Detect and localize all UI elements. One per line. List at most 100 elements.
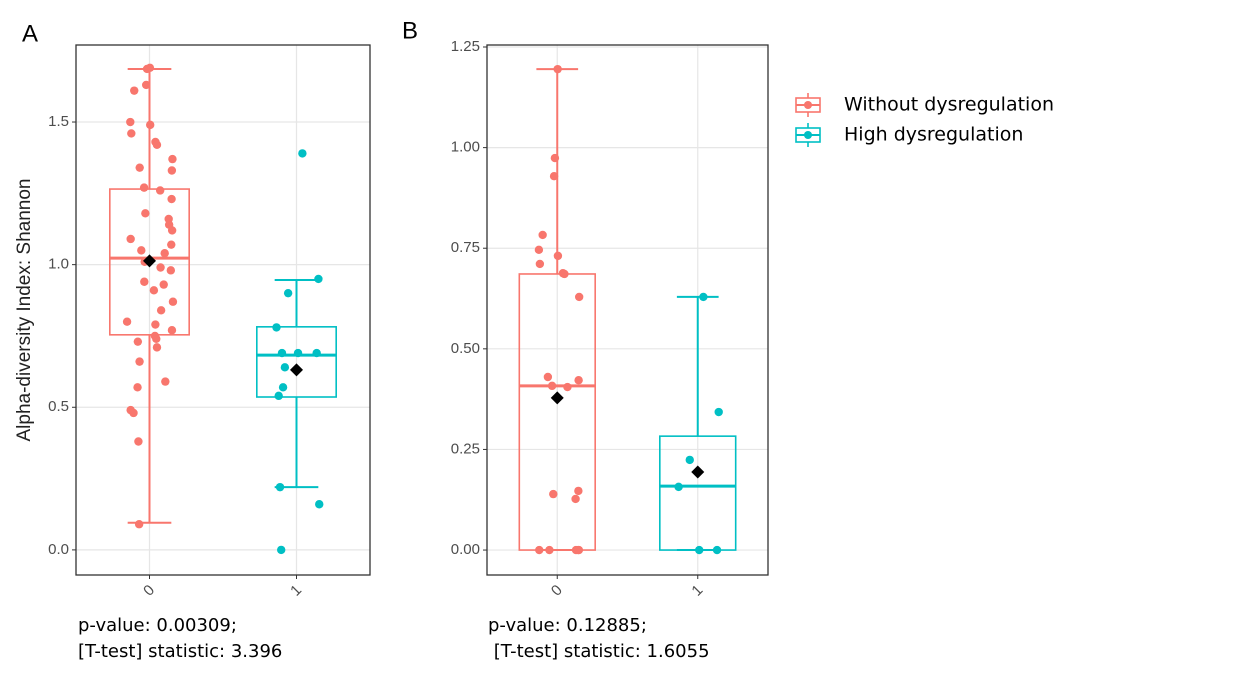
point <box>130 86 139 95</box>
point <box>298 149 307 158</box>
point <box>126 234 135 244</box>
y-tick-label: 1.0 <box>48 256 69 273</box>
point <box>167 226 177 235</box>
point <box>547 381 557 391</box>
point <box>274 391 283 401</box>
point <box>161 377 170 386</box>
point <box>145 120 155 130</box>
point <box>129 408 138 418</box>
point <box>538 230 547 240</box>
point <box>535 259 545 269</box>
y-tick-label: 0.25 <box>451 440 480 457</box>
point <box>167 166 177 175</box>
point <box>141 80 151 90</box>
point <box>293 348 303 358</box>
point <box>141 209 150 218</box>
x-tick-label: 0 <box>140 582 158 600</box>
point <box>280 363 290 372</box>
annotation: [T-test] statistic: 3.396 <box>78 641 282 662</box>
point <box>571 494 580 504</box>
point <box>574 486 583 496</box>
point <box>549 489 558 499</box>
point <box>155 186 165 195</box>
point <box>151 320 160 329</box>
point <box>314 274 323 284</box>
point <box>553 251 563 261</box>
plot-border <box>486 44 769 576</box>
point <box>543 372 553 382</box>
legend-label: High dysregulation <box>844 124 1023 146</box>
point <box>315 500 324 509</box>
x-tick-label: 1 <box>688 582 706 600</box>
mean-marker <box>691 465 705 479</box>
point <box>133 383 142 392</box>
point <box>714 407 723 417</box>
point <box>573 545 583 555</box>
point <box>277 348 287 358</box>
point <box>685 455 694 465</box>
point <box>272 323 281 332</box>
point <box>534 245 544 255</box>
mean-marker <box>550 391 564 405</box>
point <box>135 163 144 172</box>
mean-marker <box>290 363 303 377</box>
point <box>149 286 159 295</box>
point <box>699 292 708 302</box>
point <box>137 246 146 255</box>
point <box>152 140 162 150</box>
point <box>695 545 704 555</box>
point <box>156 306 166 315</box>
point <box>133 337 143 346</box>
annotation: p-value: 0.00309; <box>78 615 237 636</box>
plot-border <box>75 44 371 576</box>
y-tick-label: 0.0 <box>48 541 69 558</box>
point <box>563 382 572 392</box>
plot-background <box>76 45 370 575</box>
y-tick-label: 0.00 <box>451 541 480 558</box>
point <box>549 171 559 181</box>
point <box>156 263 165 272</box>
box <box>518 273 596 551</box>
legend-label: Without dysregulation <box>844 94 1054 116</box>
plot-background <box>487 45 768 575</box>
point <box>142 64 152 74</box>
box <box>256 326 337 398</box>
point <box>553 64 562 74</box>
panel-label: A <box>22 20 38 47</box>
legend-key-point <box>804 131 812 139</box>
panel-label: B <box>402 17 418 44</box>
point <box>134 437 143 446</box>
point <box>122 317 132 326</box>
point <box>160 249 169 258</box>
point <box>152 343 162 352</box>
annotation: [T-test] statistic: 1.6055 <box>488 641 710 662</box>
point <box>312 348 321 358</box>
point <box>574 376 583 385</box>
point <box>168 154 177 164</box>
point <box>560 269 569 279</box>
y-tick-label: 1.5 <box>48 113 69 130</box>
y-tick-label: 0.75 <box>451 239 480 256</box>
y-tick-label: 1.00 <box>451 139 480 156</box>
point <box>167 240 176 249</box>
point <box>134 520 144 529</box>
point <box>167 326 177 335</box>
point <box>550 153 560 163</box>
point <box>168 297 178 306</box>
point <box>127 129 136 138</box>
point <box>712 545 722 555</box>
legend-key-point <box>804 101 812 109</box>
point <box>152 334 161 344</box>
annotation: p-value: 0.12885; <box>488 615 647 636</box>
point <box>140 277 149 286</box>
point <box>674 482 683 492</box>
point <box>275 482 285 492</box>
y-axis-title: Alpha-diversity Index: Shannon <box>14 179 35 442</box>
point <box>135 357 144 366</box>
y-tick-label: 0.5 <box>48 398 69 415</box>
point <box>283 288 293 298</box>
point <box>139 183 149 192</box>
point <box>126 117 135 127</box>
point <box>159 280 168 289</box>
